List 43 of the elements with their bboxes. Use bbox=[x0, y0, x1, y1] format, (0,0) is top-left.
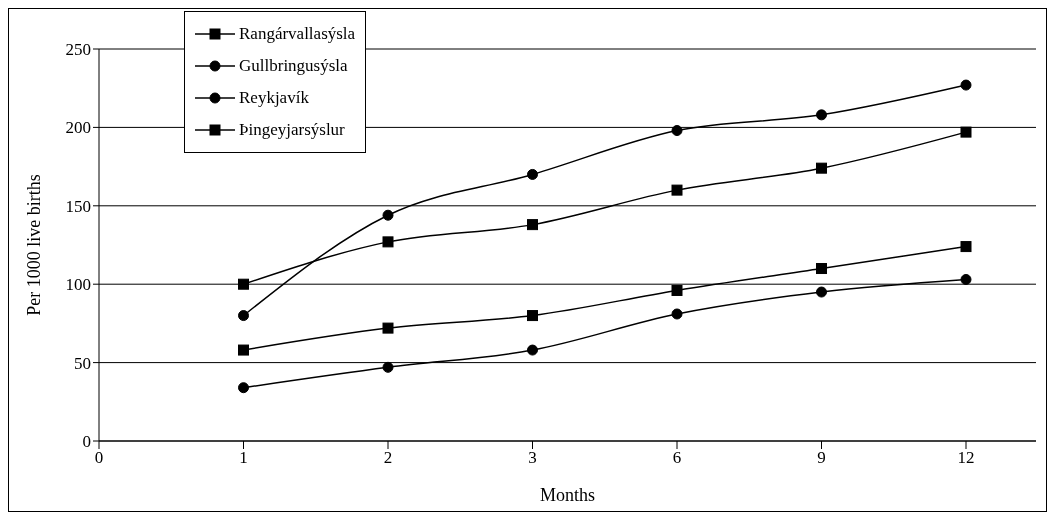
point bbox=[527, 168, 538, 180]
y-tick-label: 150 bbox=[65, 196, 91, 216]
legend-label: Reykjavík bbox=[239, 88, 309, 108]
x-tick-label: 3 bbox=[528, 448, 537, 468]
point bbox=[816, 286, 827, 298]
point bbox=[960, 79, 972, 91]
point bbox=[816, 162, 827, 174]
point bbox=[382, 236, 394, 248]
y-tick-label: 100 bbox=[65, 275, 91, 295]
point bbox=[238, 310, 249, 322]
x-axis-title: Months bbox=[539, 485, 596, 505]
point bbox=[527, 219, 538, 231]
point bbox=[671, 184, 683, 196]
y-tick-label: 200 bbox=[65, 118, 91, 138]
point bbox=[382, 209, 394, 221]
x-tick-label: 6 bbox=[672, 448, 682, 468]
point bbox=[671, 125, 683, 137]
point bbox=[238, 344, 249, 356]
legend-label: Rangárvallasýsla bbox=[239, 24, 356, 44]
point bbox=[960, 126, 972, 138]
point bbox=[960, 241, 972, 253]
x-tick-label: 1 bbox=[239, 448, 248, 468]
point bbox=[527, 310, 538, 322]
x-tick-label: 9 bbox=[817, 448, 826, 468]
point bbox=[816, 109, 827, 121]
x-tick-label: 2 bbox=[383, 448, 393, 468]
legend-label: Þingeyjarsýslur bbox=[239, 120, 345, 140]
point bbox=[238, 382, 249, 394]
point bbox=[382, 361, 394, 373]
legend-label: Gullbringusýsla bbox=[239, 56, 348, 76]
y-tick-label: 50 bbox=[74, 353, 91, 373]
x-tick-label: 0 bbox=[94, 448, 104, 468]
point bbox=[382, 322, 394, 334]
y-tick-label: 0 bbox=[82, 432, 91, 452]
point bbox=[816, 263, 827, 275]
point bbox=[960, 274, 972, 285]
point bbox=[238, 278, 249, 290]
point bbox=[527, 344, 538, 356]
x-tick-label: 12 bbox=[957, 448, 975, 468]
point bbox=[671, 284, 683, 296]
y-axis-title: Per 1000 live births bbox=[24, 174, 45, 316]
point bbox=[671, 308, 683, 320]
y-tick-label: 250 bbox=[65, 40, 91, 60]
